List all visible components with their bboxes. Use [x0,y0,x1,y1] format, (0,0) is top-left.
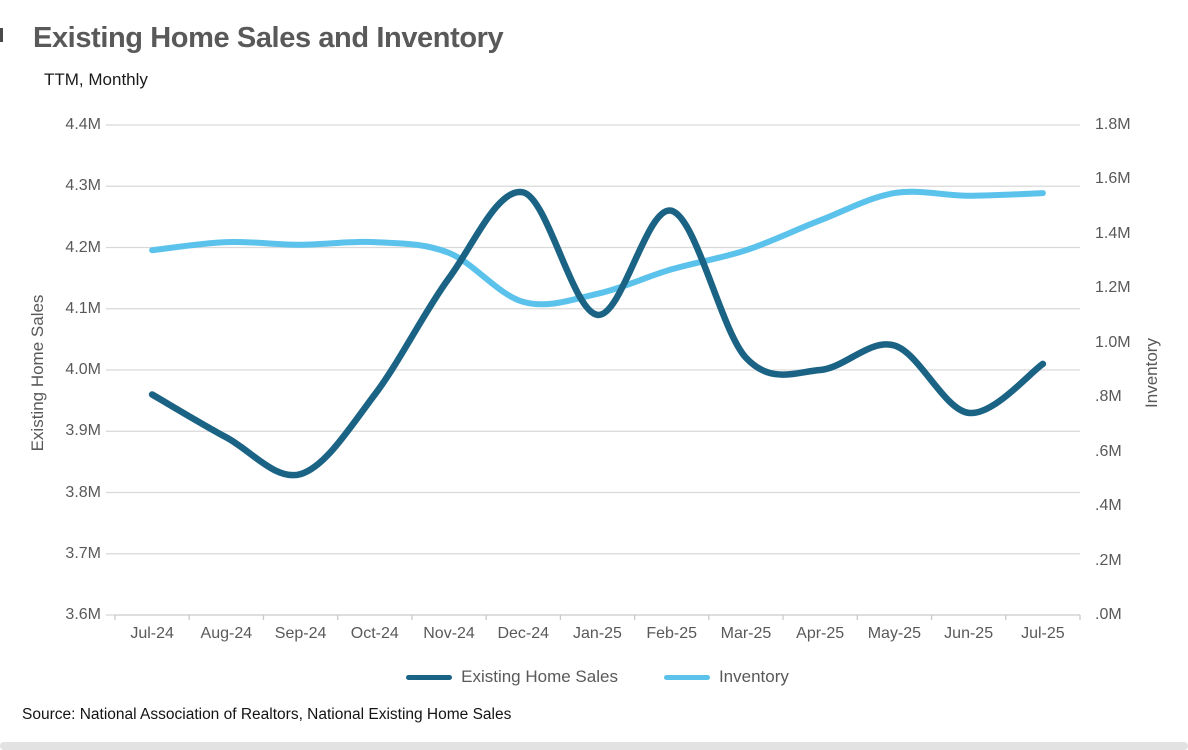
x-axis-tick-label: May-25 [867,625,922,642]
right-axis-tick-label: .0M [1095,606,1122,623]
x-axis-tick-label: Jul-24 [130,625,174,642]
legend: Existing Home Sales Inventory [115,667,1080,687]
series-line-inventory [149,188,1046,308]
x-axis-tick-label: Jan-25 [573,625,622,642]
legend-swatch-existing-home-sales [406,674,453,680]
x-axis-tick-label: Mar-25 [720,625,772,642]
right-axis-tick-label: .6M [1095,442,1122,460]
x-axis-tick-label: Oct-24 [350,625,399,642]
left-axis-tick-label: 4.4M [65,116,101,133]
right-axis-tick-label: 1.8M [1095,116,1131,133]
left-axis-tick-label: 4.2M [65,238,101,256]
right-axis-tick-label: 1.6M [1095,170,1131,188]
left-axis-tick-label: 4.1M [65,299,101,317]
legend-swatch-inventory [663,674,710,680]
legend-label-existing-home-sales: Existing Home Sales [461,667,618,686]
right-axis-tick-label: 1.4M [1095,224,1131,242]
left-axis-tick-label: 4.3M [65,177,101,195]
right-axis-tick-label: .4M [1095,497,1122,515]
right-axis-tick-label: .8M [1095,388,1122,406]
right-axis-tick-label: 1.0M [1095,333,1131,351]
x-axis-tick-label: Nov-24 [423,625,475,642]
left-axis-tick-label: 3.7M [65,544,101,562]
right-axis-tick-label: .2M [1095,551,1122,569]
left-axis-tick-label: 3.8M [65,483,101,501]
x-axis-tick-label: Sep-24 [274,625,327,642]
x-axis-tick-label: Dec-24 [497,625,550,642]
left-axis-tick-label: 3.9M [65,422,101,440]
x-axis-tick-label: Apr-25 [796,625,845,642]
legend-item-existing-home-sales: Existing Home Sales [406,667,618,687]
x-axis-tick-label: Jul-25 [1021,625,1065,642]
right-axis-tick-label: 1.2M [1095,279,1131,297]
left-axis-tick-label: 4.0M [65,361,101,378]
left-axis-tick-label: 3.6M [65,606,101,623]
source-note: Source: National Association of Realtors… [22,706,512,723]
series-line-existing-home-sales [148,188,1047,479]
screen-edge-artifact [0,28,3,42]
legend-label-inventory: Inventory [718,667,789,686]
chart-title: Existing Home Sales and Inventory [33,22,504,54]
legend-item-inventory: Inventory [663,667,789,687]
x-axis-tick-label: Feb-25 [646,625,698,642]
chart-subtitle: TTM, Monthly [44,70,148,89]
x-axis-tick-label: Aug-24 [200,625,253,642]
x-axis-tick-label: Jun-25 [944,625,994,642]
bottom-bar [0,742,1188,750]
